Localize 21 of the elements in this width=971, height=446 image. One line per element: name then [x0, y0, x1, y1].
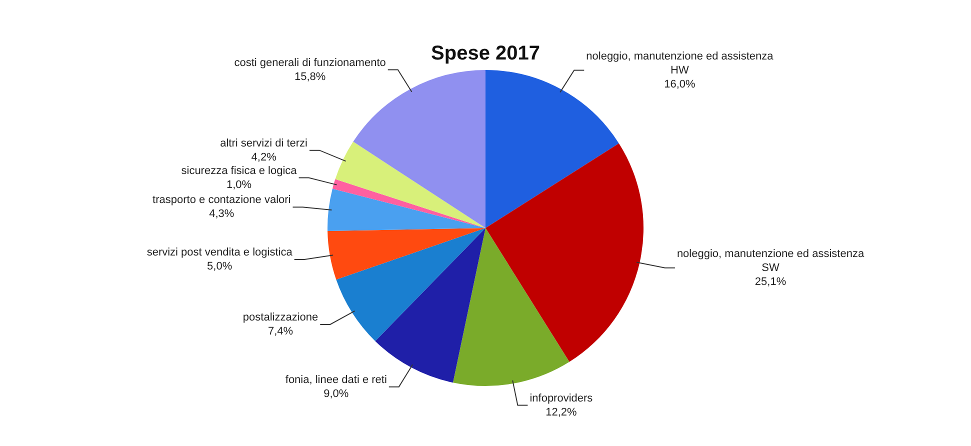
data-label: 16,0% [664, 78, 696, 90]
slice-label: postalizzazione [242, 311, 318, 324]
data-label: 5,0% [207, 260, 232, 273]
slice-label: trasporto e contazione valori [152, 194, 291, 206]
data-label: 1,0% [226, 178, 252, 191]
data-label: 4,3% [209, 208, 234, 220]
slice-label: servizi post vendita e logistica [146, 246, 294, 259]
data-label: 4,2% [251, 151, 277, 164]
slice-label: noleggio, manutenzione ed assistenza SW [676, 248, 865, 274]
data-label: 12,2% [546, 406, 577, 418]
slice-label: fonia, linee dati e reti [285, 374, 387, 386]
slice-label: altri servizi di terzi [220, 137, 308, 150]
slice-label: infoproviders [530, 392, 594, 404]
slice-label: sicurezza fisica e logica [181, 164, 298, 177]
slice-label: costi generali di funzionamento [234, 56, 386, 69]
data-label: 9,0% [324, 388, 349, 400]
data-label: 15,8% [294, 70, 326, 83]
chart-title: Spese 2017 [431, 42, 540, 65]
data-label: 7,4% [268, 325, 294, 338]
data-label: 25,1% [754, 276, 786, 288]
slice-label: noleggio, manutenzione ed assistenza HW [586, 50, 774, 76]
